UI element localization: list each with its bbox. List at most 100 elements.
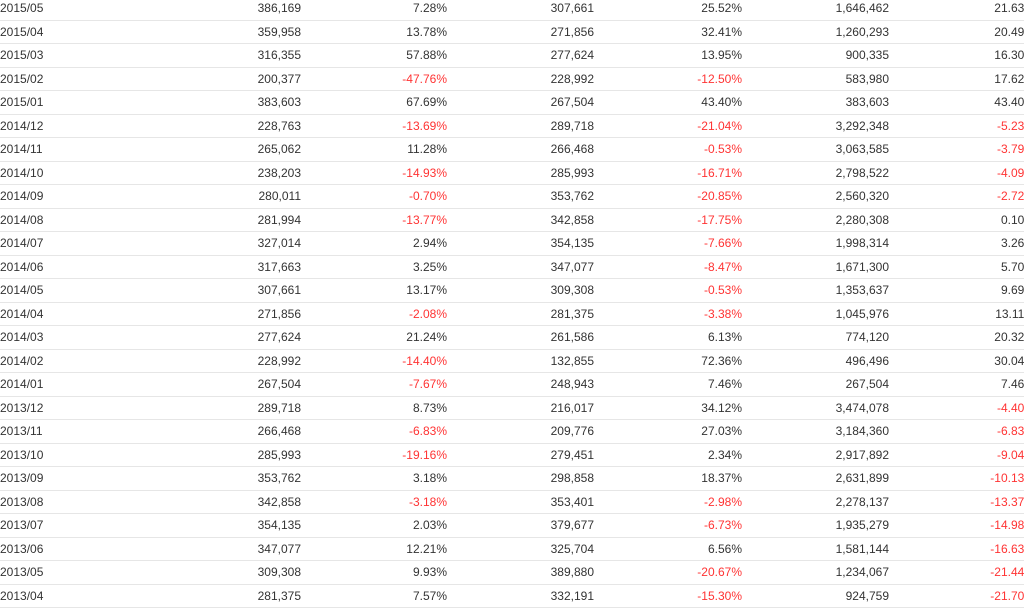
table-row: 2015/05 386,169 7.28% 307,661 25.52% 1,646,46… <box>0 0 1024 21</box>
value-b-cell: 325,704 <box>447 537 594 561</box>
value-b-cell: 342,858 <box>447 208 594 232</box>
cumulative-change-cell: 20.49% <box>889 20 1024 44</box>
table-row: 2013/06 347,077 12.21% 325,704 6.56% 1,581,14… <box>0 537 1024 561</box>
value-a-cell: 200,377 <box>52 67 301 91</box>
change-a-cell: -0.70% <box>301 184 447 209</box>
value-b-cell: 289,718 <box>447 114 594 138</box>
cumulative-change-cell: -2.72% <box>889 184 1024 209</box>
table-row: 2013/12 289,718 8.73% 216,017 34.12% 3,474,07… <box>0 396 1024 420</box>
change-b-cell: -12.50% <box>594 67 742 91</box>
cumulative-cell: 3,063,585 <box>742 137 889 162</box>
cumulative-change-cell: -5.23% <box>889 114 1024 138</box>
cumulative-cell: 1,234,067 <box>742 560 889 585</box>
value-a-cell: 316,355 <box>52 43 301 68</box>
value-b-cell: 279,451 <box>447 443 594 467</box>
value-a-cell: 238,203 <box>52 161 301 185</box>
change-b-cell: 13.95% <box>594 43 742 68</box>
month-cell: 2013/07 <box>0 513 52 538</box>
table-row: 2014/06 317,663 3.25% 347,077 -8.47% 1,671,30… <box>0 255 1024 279</box>
value-a-cell: 271,856 <box>52 302 301 326</box>
change-b-cell: -17.75% <box>594 208 742 232</box>
table-row: 2013/07 354,135 2.03% 379,677 -6.73% 1,935,27… <box>0 513 1024 538</box>
value-a-cell: 307,661 <box>52 278 301 303</box>
cumulative-cell: 1,353,637 <box>742 278 889 303</box>
value-a-cell: 289,718 <box>52 396 301 420</box>
cumulative-change-cell: -13.37% <box>889 490 1024 514</box>
cumulative-cell: 3,474,078 <box>742 396 889 420</box>
month-cell: 2014/03 <box>0 325 52 350</box>
value-a-cell: 228,763 <box>52 114 301 138</box>
cumulative-change-cell: 13.11% <box>889 302 1024 326</box>
month-cell: 2013/04 <box>0 584 52 608</box>
change-a-cell: 21.24% <box>301 325 447 350</box>
value-a-cell: 347,077 <box>52 537 301 561</box>
cumulative-change-cell: 7.46% <box>889 372 1024 397</box>
value-b-cell: 285,993 <box>447 161 594 185</box>
change-b-cell: 43.40% <box>594 90 742 115</box>
change-b-cell: 72.36% <box>594 349 742 373</box>
cumulative-cell: 3,184,360 <box>742 419 889 444</box>
change-b-cell: 2.34% <box>594 443 742 467</box>
value-a-cell: 228,992 <box>52 349 301 373</box>
change-b-cell: 32.41% <box>594 20 742 44</box>
cumulative-cell: 2,631,899 <box>742 466 889 491</box>
cumulative-cell: 774,120 <box>742 325 889 350</box>
value-b-cell: 228,992 <box>447 67 594 91</box>
change-b-cell: -2.98% <box>594 490 742 514</box>
value-a-cell: 267,504 <box>52 372 301 397</box>
cumulative-cell: 2,798,522 <box>742 161 889 185</box>
value-a-cell: 277,624 <box>52 325 301 350</box>
change-a-cell: -14.93% <box>301 161 447 185</box>
value-b-cell: 309,308 <box>447 278 594 303</box>
change-a-cell: -6.83% <box>301 419 447 444</box>
table-row: 2014/05 307,661 13.17% 309,308 -0.53% 1,353,6… <box>0 278 1024 303</box>
month-cell: 2014/07 <box>0 231 52 256</box>
month-cell: 2013/06 <box>0 537 52 561</box>
month-cell: 2014/04 <box>0 302 52 326</box>
value-a-cell: 280,011 <box>52 184 301 209</box>
table-row: 2015/04 359,958 13.78% 271,856 32.41% 1,260,2… <box>0 20 1024 44</box>
change-a-cell: -47.76% <box>301 67 447 91</box>
table-row: 2015/03 316,355 57.88% 277,624 13.95% 900,335… <box>0 43 1024 68</box>
month-cell: 2014/02 <box>0 349 52 373</box>
cumulative-cell: 924,759 <box>742 584 889 608</box>
month-cell: 2015/02 <box>0 67 52 91</box>
value-a-cell: 353,762 <box>52 466 301 491</box>
table-row: 2013/11 266,468 -6.83% 209,776 27.03% 3,184,3… <box>0 419 1024 444</box>
value-a-cell: 327,014 <box>52 231 301 256</box>
change-a-cell: 57.88% <box>301 43 447 68</box>
value-a-cell: 342,858 <box>52 490 301 514</box>
month-cell: 2015/03 <box>0 43 52 68</box>
cumulative-change-cell: 21.63% <box>889 0 1024 21</box>
month-cell: 2014/12 <box>0 114 52 138</box>
cumulative-change-cell: 5.70% <box>889 255 1024 279</box>
value-b-cell: 277,624 <box>447 43 594 68</box>
change-a-cell: 11.28% <box>301 137 447 162</box>
cumulative-change-cell: -9.04% <box>889 443 1024 467</box>
value-b-cell: 281,375 <box>447 302 594 326</box>
change-b-cell: -21.04% <box>594 114 742 138</box>
cumulative-change-cell: -14.98% <box>889 513 1024 538</box>
cumulative-cell: 583,980 <box>742 67 889 91</box>
cumulative-cell: 900,335 <box>742 43 889 68</box>
cumulative-cell: 3,292,348 <box>742 114 889 138</box>
value-b-cell: 347,077 <box>447 255 594 279</box>
value-a-cell: 285,993 <box>52 443 301 467</box>
cumulative-change-cell: -4.40% <box>889 396 1024 420</box>
table-row: 2013/10 285,993 -19.16% 279,451 2.34% 2,917,8… <box>0 443 1024 467</box>
change-b-cell: 27.03% <box>594 419 742 444</box>
change-a-cell: -3.18% <box>301 490 447 514</box>
value-a-cell: 281,375 <box>52 584 301 608</box>
table-row: 2014/01 267,504 -7.67% 248,943 7.46% 267,504 7… <box>0 372 1024 397</box>
cumulative-change-cell: 9.69% <box>889 278 1024 303</box>
value-b-cell: 266,468 <box>447 137 594 162</box>
change-a-cell: 7.57% <box>301 584 447 608</box>
change-a-cell: 13.17% <box>301 278 447 303</box>
value-b-cell: 267,504 <box>447 90 594 115</box>
value-b-cell: 209,776 <box>447 419 594 444</box>
cumulative-change-cell: -6.83% <box>889 419 1024 444</box>
cumulative-change-cell: -16.63% <box>889 537 1024 561</box>
value-b-cell: 132,855 <box>447 349 594 373</box>
cumulative-cell: 1,045,976 <box>742 302 889 326</box>
